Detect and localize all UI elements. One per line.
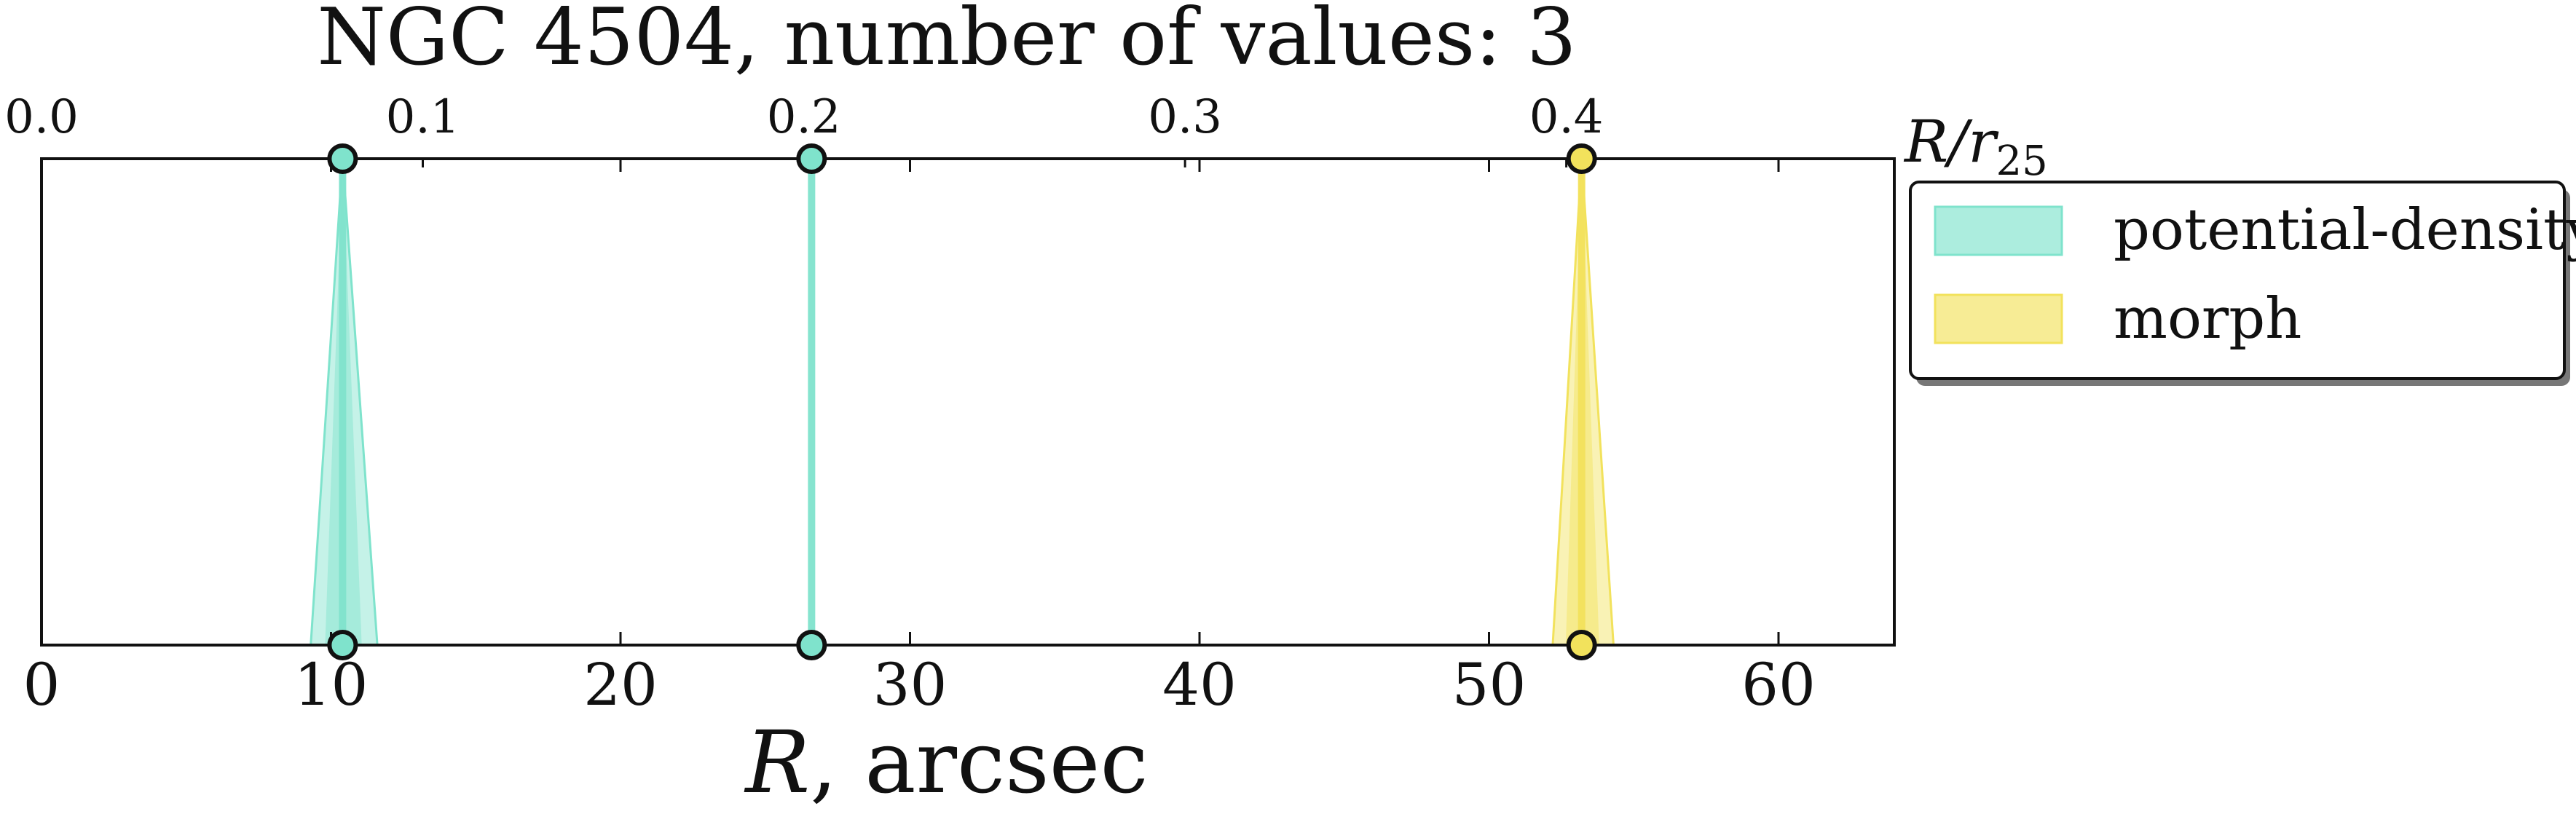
x-tick-label: 10 xyxy=(294,651,369,719)
marker-top xyxy=(327,143,358,174)
bottom-axis: 0 10 20 30 40 50 60 xyxy=(23,159,1816,719)
marker-bottom xyxy=(1566,630,1597,660)
x-axis-label-symbol: R xyxy=(744,712,810,813)
marker-bottom xyxy=(327,630,358,660)
legend-label-potential-density: potential-density xyxy=(2114,197,2576,263)
marker-bottom xyxy=(796,630,827,660)
top-axis: 0.0 0.1 0.2 0.3 0.4 xyxy=(4,90,1604,167)
x-tick-label: 0 xyxy=(23,651,60,719)
marker-top xyxy=(796,143,827,174)
data-markers xyxy=(327,143,1597,660)
x-axis-label-unit: , arcsec xyxy=(810,712,1148,813)
marker-top xyxy=(1566,143,1597,174)
plot-background xyxy=(42,159,1894,645)
x-tick-label: 40 xyxy=(1162,651,1237,719)
top-tick-label: 0.4 xyxy=(1529,90,1604,144)
top-axis-label-main: R/r xyxy=(1903,108,1999,175)
top-tick-label: 0.0 xyxy=(4,90,79,144)
x-tick-label: 20 xyxy=(583,651,658,719)
top-tick-label: 0.3 xyxy=(1148,90,1222,144)
top-axis-label: R/r25 xyxy=(1903,108,2048,185)
top-tick-label: 0.2 xyxy=(767,90,841,144)
x-tick-label: 60 xyxy=(1741,651,1816,719)
top-tick-label: 0.1 xyxy=(386,90,460,144)
plot-area xyxy=(42,159,1894,645)
top-axis-label-subscript: 25 xyxy=(1996,138,2047,185)
legend-swatch-potential-density xyxy=(1934,205,2063,256)
chart-title: NGC 4504, number of values: 3 xyxy=(317,0,1576,83)
x-axis-label: R, arcsec xyxy=(744,712,1148,813)
data-ranges xyxy=(310,158,1615,647)
legend-box xyxy=(1909,181,2566,380)
plot-frame xyxy=(40,157,1896,647)
legend: potential-density morph xyxy=(1909,181,2576,380)
legend-label-morph: morph xyxy=(2114,286,2301,352)
x-tick-label: 30 xyxy=(873,651,948,719)
x-tick-label: 50 xyxy=(1452,651,1527,719)
legend-swatch-morph xyxy=(1934,293,2063,344)
